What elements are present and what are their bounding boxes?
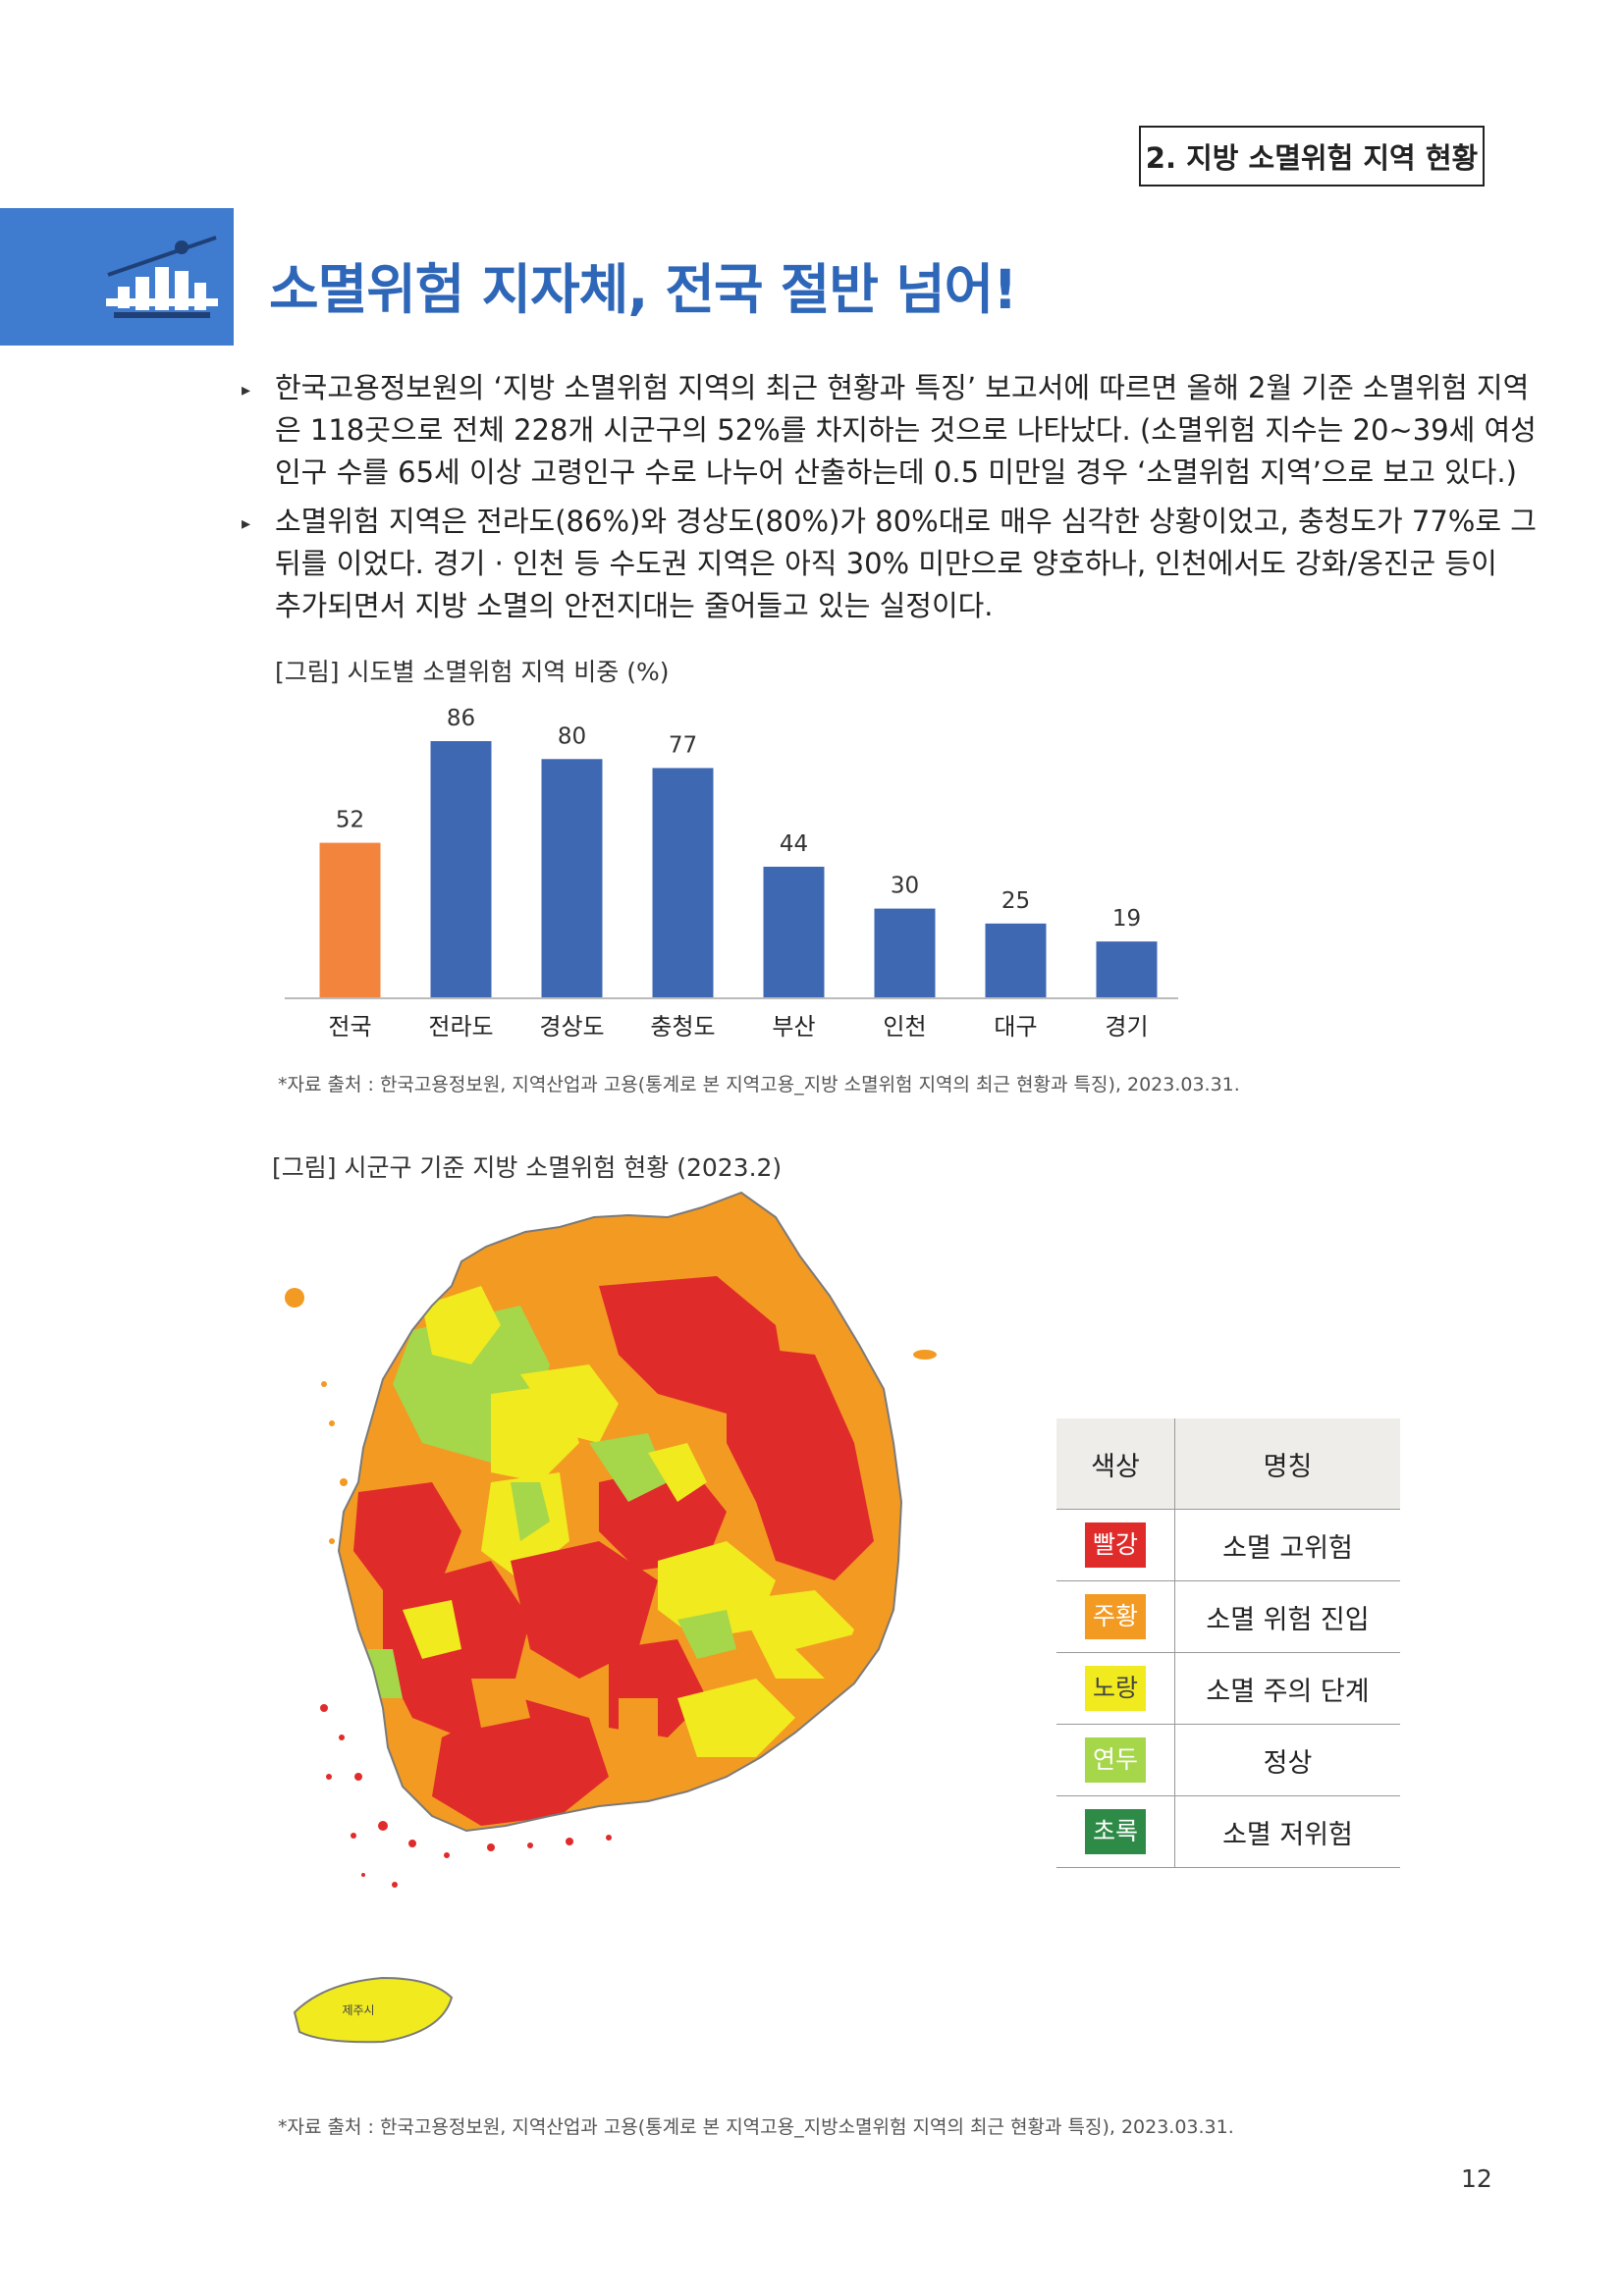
section-header-text: 2. 지방 소멸위험 지역 현황	[1145, 141, 1479, 175]
bar-value-label: 52	[336, 808, 364, 833]
legend-label: 소멸 주의 단계	[1174, 1652, 1400, 1725]
legend-label: 소멸 위험 진입	[1174, 1580, 1400, 1653]
page-number: 12	[1461, 2164, 1492, 2193]
korea-risk-map: 제주시	[285, 1191, 937, 2044]
bar-value-label: 44	[780, 831, 808, 857]
figure2-caption: [그림] 시군구 기준 지방 소멸위험 현황 (2023.2)	[272, 1153, 783, 1182]
bar	[1096, 941, 1158, 998]
paragraph-line: 인구 수를 65세 이상 고령인구 수로 나누어 산출하는데 0.5 미만일 경…	[275, 455, 1517, 489]
legend-row: 연두 정상	[1056, 1724, 1400, 1796]
page-title: 소멸위험 지자체, 전국 절반 넘어!	[269, 258, 1017, 321]
category-label: 전국	[328, 1013, 371, 1041]
bar	[985, 923, 1047, 998]
category-label: 경기	[1105, 1013, 1148, 1041]
bar-value-label: 30	[891, 874, 919, 899]
paragraph-line: 한국고용정보원의 ‘지방 소멸위험 지역의 최근 현황과 특징’ 보고서에 따르…	[275, 371, 1530, 404]
map-legend: 색상 명칭 빨강 소멸 고위험 주황 소멸 위험 진입 노랑 소멸 주의 단계 …	[1056, 1418, 1400, 1868]
category-label: 충청도	[650, 1013, 715, 1041]
legend-chip: 주황	[1085, 1594, 1146, 1639]
bullet-paragraph-2: ▸ 소멸위험 지역은 전라도(86%)와 경상도(80%)가 80%대로 매우 …	[242, 501, 1537, 627]
bar-chart: 52 전국 86 전라도 80 경상도 77 충청도 44 부산 30 인천 25 대구 19 경기	[285, 706, 1178, 1041]
category-label: 부산	[772, 1013, 815, 1041]
legend-row: 초록 소멸 저위험	[1056, 1795, 1400, 1868]
legend-header-name: 명칭	[1174, 1418, 1400, 1510]
paragraph-line: 뒤를 이었다. 경기 · 인천 등 수도권 지역은 아직 30% 미만으로 양호…	[275, 547, 1497, 580]
legend-header-color: 색상	[1056, 1418, 1175, 1510]
bar-value-label: 19	[1112, 906, 1141, 932]
bullet-arrow-icon: ▸	[242, 380, 251, 400]
bullet-paragraph-1: ▸ 한국고용정보원의 ‘지방 소멸위험 지역의 최근 현황과 특징’ 보고서에 …	[242, 367, 1537, 494]
paragraph-line: 소멸위험 지역은 전라도(86%)와 경상도(80%)가 80%대로 매우 심각…	[275, 505, 1537, 538]
jeju-label: 제주시	[342, 2003, 374, 2017]
category-label: 인천	[883, 1013, 926, 1041]
bar	[652, 768, 714, 998]
bar-value-label: 86	[447, 706, 475, 731]
bullet-arrow-icon: ▸	[242, 513, 251, 534]
islands	[320, 1704, 612, 1888]
legend-label: 정상	[1174, 1724, 1400, 1796]
category-label: 전라도	[428, 1013, 493, 1041]
legend-row: 빨강 소멸 고위험	[1056, 1509, 1400, 1581]
legend-chip: 초록	[1085, 1809, 1146, 1854]
paragraph-line: 추가되면서 지방 소멸의 안전지대는 줄어들고 있는 실정이다.	[275, 589, 994, 622]
bar-value-label: 77	[669, 732, 697, 758]
legend-row: 노랑 소멸 주의 단계	[1056, 1652, 1400, 1725]
legend-label: 소멸 저위험	[1174, 1795, 1400, 1868]
legend-row: 주황 소멸 위험 진입	[1056, 1580, 1400, 1653]
bar	[319, 842, 381, 998]
legend-chip: 노랑	[1085, 1666, 1146, 1711]
section-header-box: 2. 지방 소멸위험 지역 현황	[1139, 126, 1485, 187]
legend-chip: 빨강	[1085, 1522, 1146, 1568]
bar	[874, 908, 936, 998]
legend-label: 소멸 고위험	[1174, 1509, 1400, 1581]
category-label: 대구	[994, 1013, 1037, 1041]
legend-chip: 연두	[1085, 1737, 1146, 1783]
figure1-caption: [그림] 시도별 소멸위험 지역 비중 (%)	[275, 658, 670, 686]
bar	[541, 759, 603, 998]
title-color-band	[0, 208, 234, 346]
bar	[430, 741, 492, 998]
bar-value-label: 80	[558, 723, 586, 749]
paragraph-line: 은 118곳으로 전체 228개 시군구의 52%를 차지하는 것으로 나타났다…	[275, 413, 1537, 447]
bar-value-label: 25	[1001, 888, 1030, 914]
figure2-source: *자료 출처 : 한국고용정보원, 지역산업과 고용(통계로 본 지역고용_지방…	[278, 2116, 1234, 2138]
bar-chart-icon	[106, 236, 218, 318]
bar	[763, 866, 825, 998]
category-label: 경상도	[539, 1013, 604, 1041]
figure1-source: *자료 출처 : 한국고용정보원, 지역산업과 고용(통계로 본 지역고용_지방…	[278, 1074, 1240, 1095]
jeju-island	[293, 1976, 454, 2044]
